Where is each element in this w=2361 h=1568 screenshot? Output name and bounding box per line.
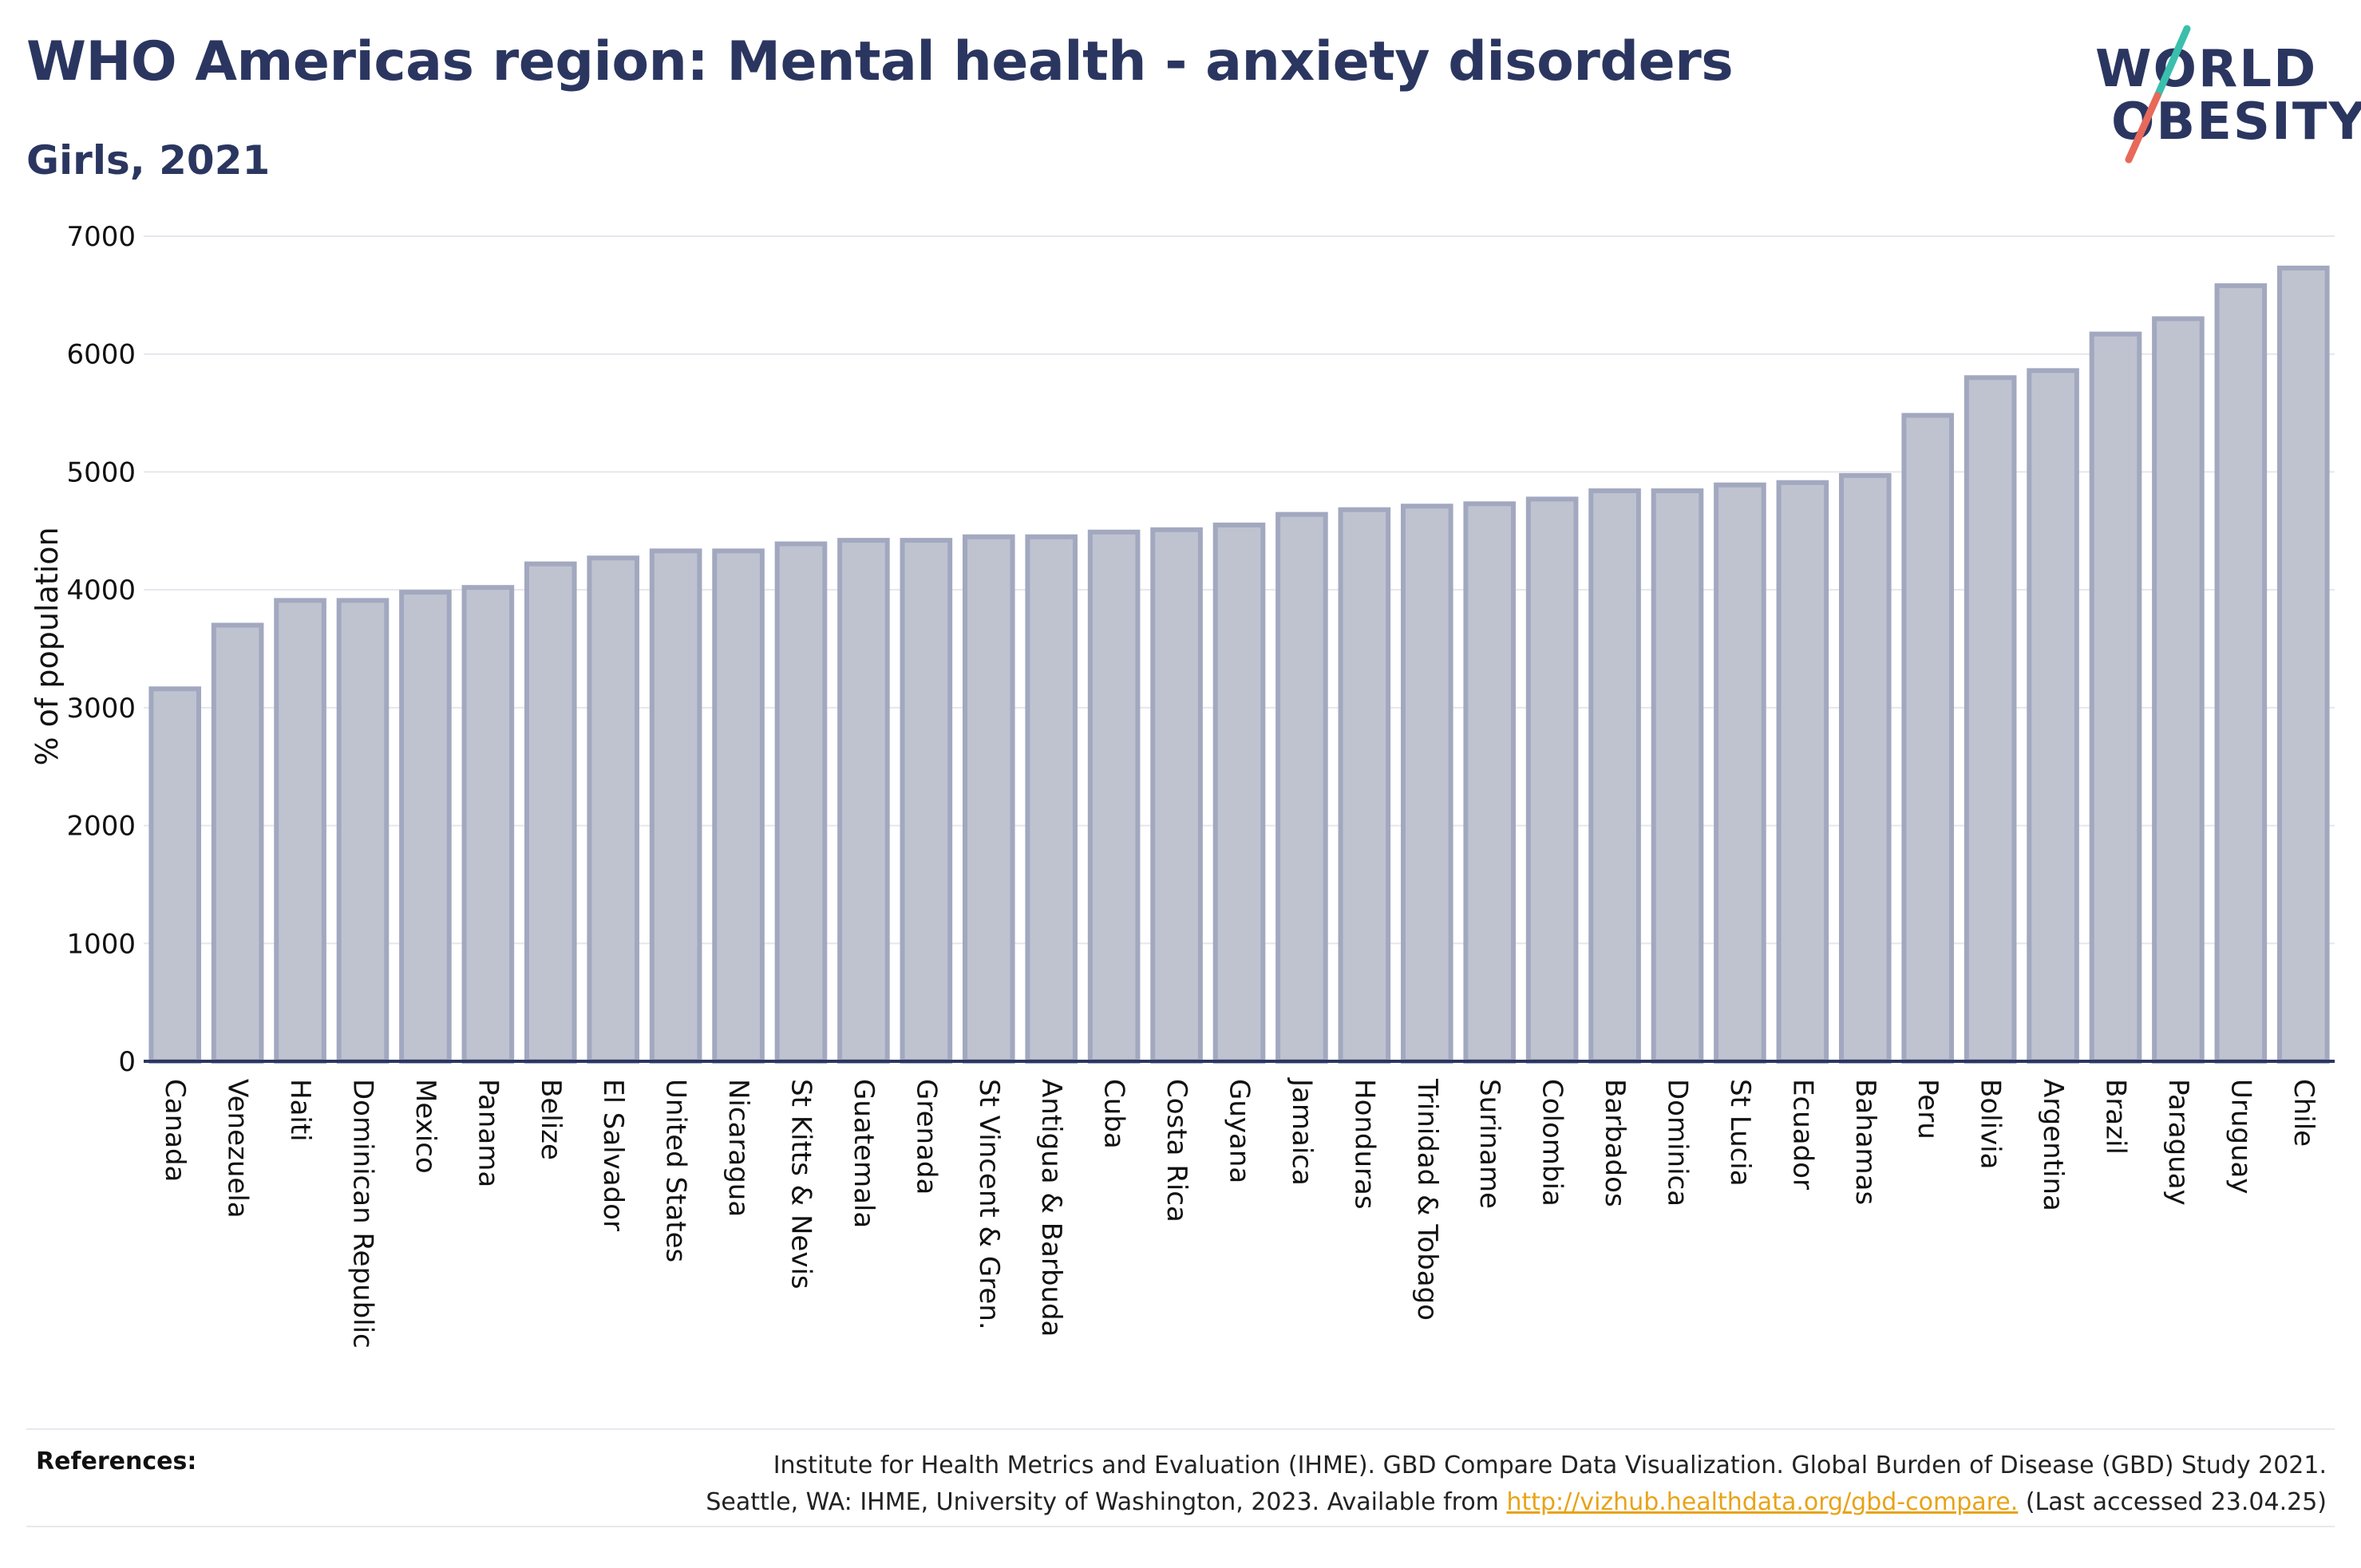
- bar-canada: [148, 686, 202, 1064]
- x-category-label: Nicaragua: [722, 1079, 754, 1217]
- x-category-label: Bolivia: [1975, 1079, 2007, 1169]
- x-category-label: Haiti: [284, 1079, 316, 1142]
- y-tick-label: 6000: [66, 339, 136, 371]
- y-tick-label: 4000: [66, 575, 136, 606]
- logo-text-line1: WORLD: [2095, 40, 2318, 99]
- bar-ecuador: [1776, 480, 1829, 1064]
- bar-chile: [2276, 265, 2330, 1064]
- x-category-label: Mexico: [409, 1079, 441, 1174]
- bar-chart: 0 1000 2000 3000 4000 5000 6000 7000 Canada Vene…: [30, 221, 2335, 1349]
- bars: [148, 265, 2330, 1064]
- x-category-label: Cuba: [1098, 1079, 1130, 1149]
- y-tick-label: 0: [118, 1046, 136, 1078]
- y-tick-label: 3000: [66, 693, 136, 725]
- x-category-label: Suriname: [1473, 1079, 1505, 1209]
- x-category-label: Peru: [1912, 1079, 1944, 1139]
- x-category-label: Grenada: [910, 1079, 942, 1195]
- x-category-label: Antigua & Barbuda: [1035, 1079, 1067, 1337]
- bar-st-lucia: [1714, 482, 1766, 1064]
- x-category-label: Argentina: [2037, 1079, 2069, 1211]
- x-category-label: Paraguay: [2162, 1079, 2194, 1206]
- bar-costa-rica: [1150, 527, 1203, 1064]
- bar-united-states: [649, 548, 702, 1064]
- x-category-label: United States: [660, 1079, 692, 1262]
- reference-line-2: Seattle, WA: IHME, University of Washing…: [706, 1484, 2327, 1521]
- bar-barbados: [1588, 488, 1641, 1064]
- reference-line-2-prefix: Seattle, WA: IHME, University of Washing…: [706, 1488, 1507, 1516]
- bar-belize: [524, 561, 577, 1064]
- reference-line-2-suffix: (Last accessed 23.04.25): [2018, 1488, 2327, 1516]
- bar-peru: [1901, 413, 1955, 1064]
- bar-bahamas: [1838, 472, 1892, 1064]
- x-category-label: Chile: [2288, 1079, 2319, 1147]
- x-category-label: St Kitts & Nevis: [785, 1079, 817, 1290]
- x-category-label: El Salvador: [597, 1079, 629, 1231]
- x-category-label: Jamaica: [1286, 1077, 1318, 1186]
- y-tick-label: 1000: [66, 928, 136, 960]
- x-category-label: Canada: [159, 1079, 191, 1182]
- x-category-labels: Canada Venezuela Haiti Dominican Republic Me…: [159, 1077, 2319, 1349]
- logo-slash-icon: [2125, 25, 2191, 164]
- x-category-label: St Lucia: [1724, 1079, 1756, 1187]
- x-category-label: Brazil: [2100, 1079, 2132, 1155]
- x-category-label: St Vincent & Gren.: [973, 1079, 1005, 1330]
- y-axis-label: % of population: [30, 527, 65, 765]
- x-category-label: Trinidad & Tobago: [1411, 1078, 1443, 1321]
- reference-link[interactable]: http://vizhub.healthdata.org/gbd-compare…: [1506, 1488, 2019, 1516]
- bar-cuba: [1087, 529, 1141, 1064]
- bar-dominica: [1651, 488, 1704, 1064]
- bar-colombia: [1525, 496, 1579, 1064]
- x-category-label: Ecuador: [1786, 1079, 1818, 1190]
- x-category-label: Guyana: [1224, 1079, 1256, 1183]
- x-category-label: Bahamas: [1849, 1079, 1881, 1205]
- x-category-label: Dominica: [1662, 1079, 1694, 1207]
- chart-title: WHO Americas region: Mental health - anx…: [26, 30, 1734, 93]
- bar-st-vincent-gren-: [962, 534, 1015, 1064]
- x-category-label: Dominican Republic: [347, 1079, 379, 1349]
- x-category-label: Costa Rica: [1161, 1079, 1192, 1222]
- bar-mexico: [399, 590, 452, 1064]
- bar-guyana: [1212, 522, 1266, 1064]
- x-category-label: Panama: [472, 1079, 504, 1187]
- y-tick-labels: 0 1000 2000 3000 4000 5000 6000 7000: [66, 221, 136, 1078]
- bar-grenada: [900, 538, 953, 1064]
- bar-jamaica: [1275, 511, 1328, 1064]
- bar-antigua-barbuda: [1025, 534, 1078, 1064]
- x-category-label: Venezuela: [222, 1079, 254, 1218]
- bar-st-kitts-nevis: [774, 541, 828, 1064]
- bar-bolivia: [1964, 375, 2017, 1064]
- x-category-label: Barbados: [1599, 1079, 1631, 1207]
- x-category-label: Honduras: [1348, 1079, 1380, 1210]
- bar-nicaragua: [712, 548, 765, 1064]
- bar-suriname: [1463, 501, 1517, 1064]
- bar-paraguay: [2152, 316, 2205, 1064]
- bar-argentina: [2027, 368, 2079, 1064]
- bar-el-salvador: [587, 555, 640, 1064]
- x-category-label: Colombia: [1536, 1079, 1568, 1207]
- world-obesity-logo: WORLD OBESITY: [2079, 22, 2361, 174]
- reference-line-1: Institute for Health Metrics and Evaluat…: [773, 1451, 2327, 1479]
- y-tick-label: 7000: [66, 221, 136, 253]
- references-text: Institute for Health Metrics and Evaluat…: [706, 1448, 2327, 1521]
- bar-trinidad-tobago: [1400, 504, 1453, 1064]
- bar-panama: [461, 585, 515, 1064]
- references-panel: References: Institute for Health Metrics…: [26, 1428, 2335, 1527]
- bar-honduras: [1338, 507, 1391, 1064]
- chart-subtitle: Girls, 2021: [26, 137, 271, 184]
- y-tick-label: 2000: [66, 811, 136, 843]
- x-category-label: Belize: [535, 1079, 567, 1160]
- y-tick-label: 5000: [66, 456, 136, 488]
- bar-venezuela: [211, 622, 264, 1064]
- x-category-label: Guatemala: [848, 1079, 880, 1228]
- bar-brazil: [2089, 331, 2142, 1064]
- bar-haiti: [274, 598, 326, 1064]
- bar-guatemala: [837, 538, 890, 1064]
- references-label: References:: [36, 1448, 197, 1475]
- x-category-label: Uruguay: [2225, 1079, 2256, 1195]
- bar-uruguay: [2214, 283, 2268, 1064]
- bar-dominican-republic: [336, 598, 390, 1064]
